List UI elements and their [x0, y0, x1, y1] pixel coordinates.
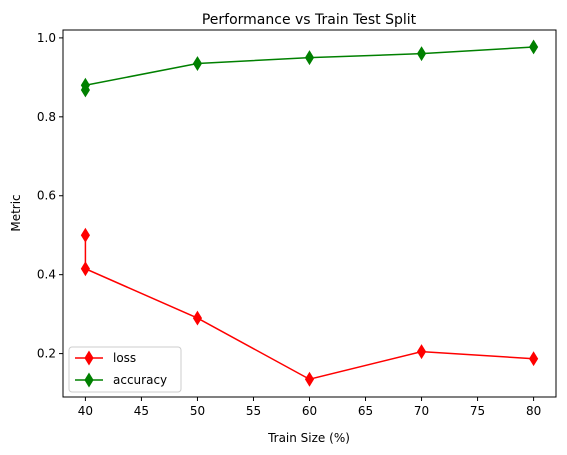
plot-area-frame [62, 29, 557, 398]
data-point-accuracy [304, 50, 315, 66]
y-tick-label: 0.4 [37, 268, 56, 282]
y-axis-label: Metric [9, 194, 23, 231]
data-point-loss [416, 344, 427, 360]
data-point-loss [192, 310, 203, 326]
data-point-accuracy [529, 39, 539, 55]
legend-marker-accuracy [84, 372, 94, 388]
legend-marker-loss [84, 350, 94, 366]
x-tick-label: 45 [134, 404, 149, 418]
legend: loss accuracy [68, 346, 182, 393]
data-point-accuracy [192, 56, 203, 71]
data-point-loss [80, 227, 90, 243]
x-tick-label: 40 [78, 404, 93, 418]
data-point-loss [80, 261, 90, 277]
y-axis-ticks: 0.2 0.4 0.6 0.8 1.0 [37, 31, 63, 361]
x-tick-label: 80 [526, 404, 541, 418]
legend-label-accuracy: accuracy [113, 373, 167, 387]
chart-title: Performance vs Train Test Split [202, 12, 417, 28]
x-tick-label: 60 [302, 404, 317, 418]
x-tick-label: 70 [414, 404, 429, 418]
plot-series [80, 39, 539, 387]
x-tick-label: 50 [190, 404, 205, 418]
data-point-accuracy [416, 46, 427, 62]
y-tick-label: 1.0 [37, 31, 56, 45]
data-point-loss [529, 351, 539, 367]
y-tick-label: 0.2 [37, 347, 56, 361]
y-tick-label: 0.8 [37, 110, 56, 124]
x-tick-label: 55 [246, 404, 261, 418]
x-axis-label: Train Size (%) [267, 431, 350, 445]
data-point-loss [304, 371, 315, 387]
legend-label-loss: loss [113, 351, 136, 365]
data-point-accuracy [80, 77, 90, 93]
x-tick-label: 65 [358, 404, 373, 418]
x-tick-label: 75 [470, 404, 485, 418]
y-tick-label: 0.6 [37, 189, 56, 203]
legend-entries: loss accuracy [75, 350, 167, 388]
x-axis-ticks: 40 45 50 55 60 65 70 75 80 [78, 397, 541, 418]
